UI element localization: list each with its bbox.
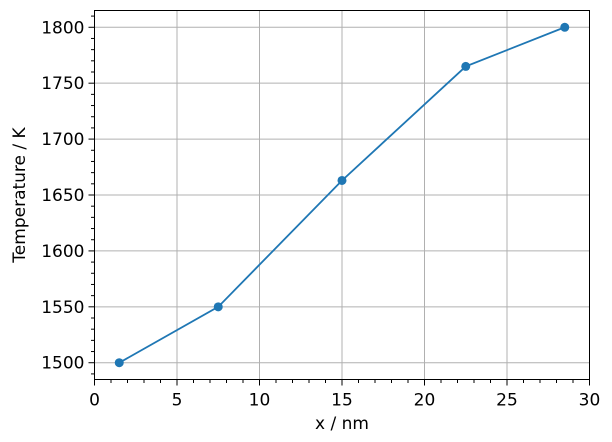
- data-point: [560, 22, 570, 32]
- y-tick-label: 1550: [41, 298, 84, 318]
- series-layer: [114, 22, 570, 368]
- y-tick-label: 1700: [41, 130, 84, 150]
- y-tick-label: 1650: [41, 186, 84, 206]
- x-tick-label: 10: [249, 391, 271, 411]
- data-point: [461, 61, 471, 71]
- plot-frame: [94, 10, 590, 380]
- x-tick-label: 15: [331, 391, 353, 411]
- x-tick-label: 0: [89, 391, 100, 411]
- x-axis-label: x / nm: [315, 414, 369, 434]
- x-tick-label: 30: [579, 391, 601, 411]
- y-tick-label: 1500: [41, 354, 84, 374]
- y-axis-label: Temperature / K: [10, 126, 30, 263]
- x-tick-label: 25: [496, 391, 518, 411]
- x-tick-label: 20: [414, 391, 436, 411]
- y-tick-label: 1600: [41, 242, 84, 262]
- minor-ticks: [91, 15, 574, 383]
- y-tick-label: 1800: [41, 18, 84, 38]
- data-point: [337, 175, 347, 185]
- data-point: [114, 358, 124, 368]
- data-point: [213, 302, 223, 312]
- major-ticks: [88, 26, 590, 386]
- y-tick-label: 1750: [41, 74, 84, 94]
- grid-lines: [94, 10, 590, 380]
- x-tick-label: 5: [172, 391, 183, 411]
